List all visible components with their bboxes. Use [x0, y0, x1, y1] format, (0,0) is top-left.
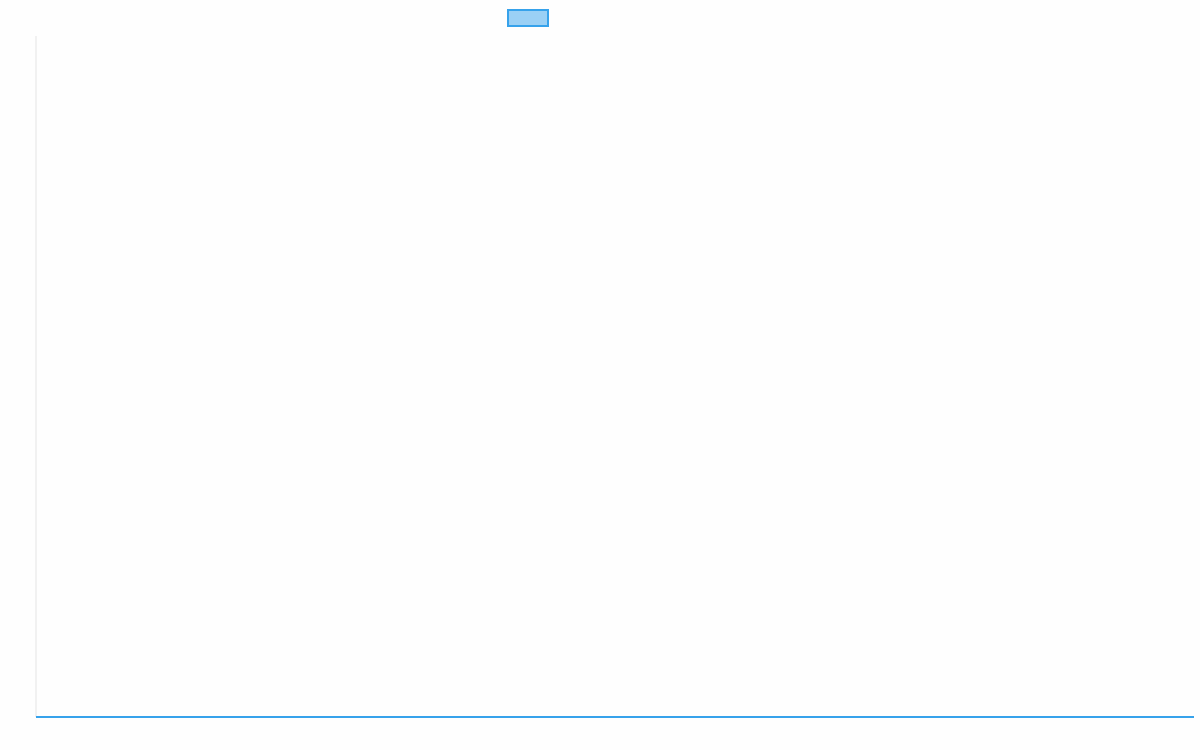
legend-swatch[interactable] [507, 9, 549, 27]
